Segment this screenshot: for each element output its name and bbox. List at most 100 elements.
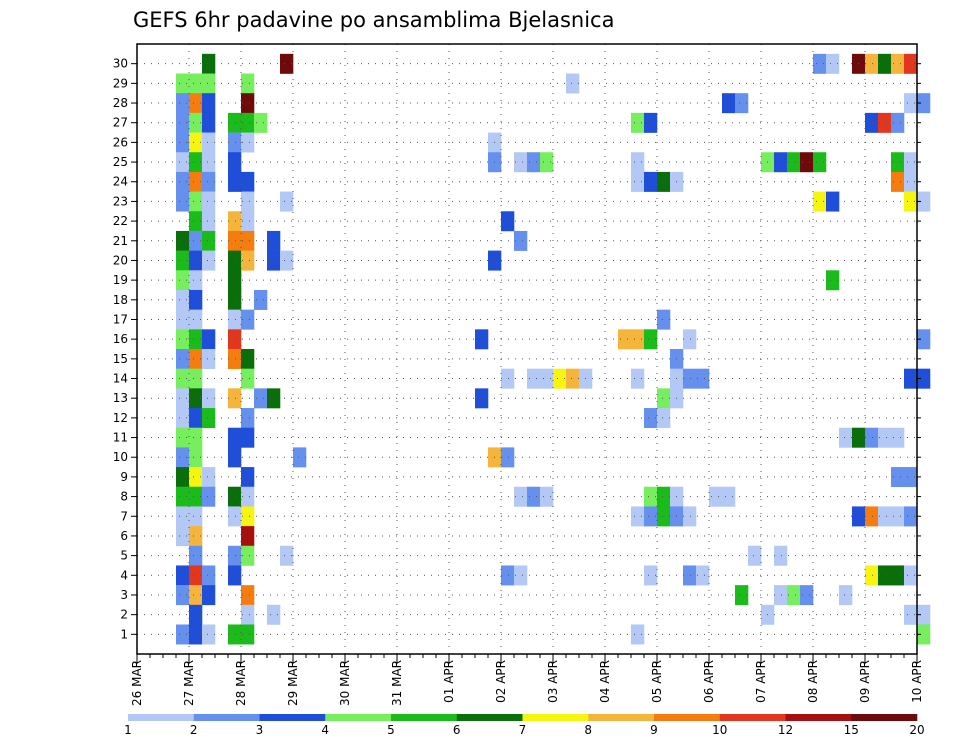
colorbar-label: 5 (387, 723, 395, 737)
y-tick-label: 6 (120, 529, 128, 543)
heatmap-cell (683, 329, 697, 350)
heatmap-cell (267, 250, 281, 271)
y-tick-label: 24 (113, 175, 128, 189)
x-tick-label: 01 APR (442, 660, 456, 703)
heatmap-cell (241, 112, 255, 133)
x-tick-label: 06 APR (702, 660, 716, 703)
colorbar-swatch (588, 714, 655, 721)
y-tick-label: 28 (113, 96, 128, 110)
heatmap-cell (241, 230, 255, 251)
heatmap-cell (475, 388, 489, 409)
heatmap-cell (631, 329, 645, 350)
y-tick-label: 7 (120, 509, 128, 523)
heatmap-cell (228, 309, 242, 330)
heatmap-cell (176, 270, 190, 291)
heatmap-cell (644, 171, 658, 192)
x-tick-label: 09 APR (858, 660, 872, 703)
heatmap-cell (202, 467, 216, 488)
heatmap-cell (657, 171, 671, 192)
y-tick-label: 21 (113, 234, 128, 248)
heatmap-cell (514, 486, 528, 507)
heatmap-cell (631, 112, 645, 133)
heatmap-cell (241, 467, 255, 488)
heatmap-cell (202, 624, 216, 645)
chart-title: GEFS 6hr padavine po ansamblima Bjelasni… (133, 8, 614, 32)
heatmap-cell (241, 585, 255, 606)
heatmap-cell (540, 486, 554, 507)
heatmap-cell (202, 211, 216, 232)
heatmap-cell (566, 73, 580, 94)
y-tick-label: 10 (113, 450, 128, 464)
heatmap-cell (683, 368, 697, 389)
colorbar-swatch (456, 714, 523, 721)
heatmap-cell (280, 250, 294, 271)
heatmap-cell (176, 132, 190, 153)
heatmap-cell (657, 506, 671, 527)
heatmap-cell (878, 53, 892, 74)
colorbar-swatch (785, 714, 852, 721)
heatmap-cell (267, 230, 281, 251)
heatmap-cell (865, 53, 879, 74)
heatmap-cell (176, 152, 190, 173)
colorbar-label: 1 (124, 723, 132, 737)
y-tick-label: 1 (120, 627, 128, 641)
heatmap-cell (176, 329, 190, 350)
colorbar-label: 20 (909, 723, 924, 737)
heatmap-cell (748, 545, 762, 566)
heatmap-cell (631, 171, 645, 192)
colorbar-label: 8 (584, 723, 592, 737)
colorbar-label: 2 (190, 723, 198, 737)
heatmap-cell (553, 368, 567, 389)
heatmap-cell (189, 191, 203, 212)
x-tick-label: 02 APR (494, 660, 508, 703)
heatmap-cell (644, 486, 658, 507)
heatmap-cell (189, 112, 203, 133)
heatmap-cell (618, 329, 632, 350)
heatmap-cell (228, 486, 242, 507)
heatmap-cell (891, 112, 905, 133)
heatmap-cell (189, 93, 203, 114)
colorbar-swatch (128, 714, 195, 721)
heatmap-cell (176, 624, 190, 645)
heatmap-cell (800, 152, 814, 173)
heatmap-cell (722, 93, 736, 114)
heatmap-cell (826, 53, 840, 74)
heatmap-cell (644, 112, 658, 133)
x-tick-label: 31 MAR (390, 660, 404, 706)
heatmap-cell (189, 230, 203, 251)
colorbar-label: 6 (453, 723, 461, 737)
x-tick-label: 27 MAR (182, 660, 196, 706)
heatmap-cell (202, 230, 216, 251)
y-tick-label: 25 (113, 155, 128, 169)
colorbar-swatch (522, 714, 589, 721)
heatmap-cell (280, 53, 294, 74)
y-tick-label: 4 (120, 568, 128, 582)
heatmap-cell (813, 152, 827, 173)
heatmap-cell (176, 388, 190, 409)
heatmap-cell (189, 388, 203, 409)
heatmap-cell (917, 624, 931, 645)
heatmap-cell (189, 486, 203, 507)
heatmap-cell (189, 171, 203, 192)
y-tick-label: 12 (113, 411, 128, 425)
colorbar-swatch (391, 714, 458, 721)
heatmap-cell (696, 565, 710, 586)
colorbar-label: 15 (844, 723, 859, 737)
heatmap-cell (904, 53, 918, 74)
x-axis: 26 MAR 27 MAR 28 MAR 29 MAR 30 MAR 31 MAR 01 A… (130, 654, 924, 706)
heatmap-cell (891, 427, 905, 448)
heatmap-cell (176, 506, 190, 527)
heatmap-cell (189, 73, 203, 94)
heatmap-cell (904, 604, 918, 625)
heatmap-cell (228, 624, 242, 645)
heatmap-cell (241, 73, 255, 94)
heatmap-cell (189, 309, 203, 330)
heatmap-cell (202, 408, 216, 429)
heatmap-cell (176, 309, 190, 330)
heatmap-cell (683, 506, 697, 527)
heatmap-cell (644, 565, 658, 586)
y-tick-label: 9 (120, 470, 128, 484)
heatmap-cell (189, 289, 203, 310)
heatmap-cell (878, 506, 892, 527)
heatmap-cell (241, 368, 255, 389)
